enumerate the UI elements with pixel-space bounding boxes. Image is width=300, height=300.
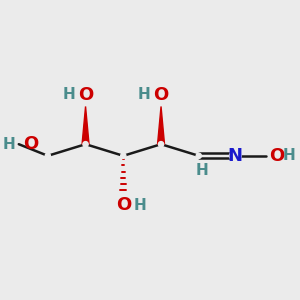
Text: H: H bbox=[134, 198, 146, 213]
Circle shape bbox=[196, 153, 201, 158]
Circle shape bbox=[83, 142, 88, 147]
Text: O: O bbox=[78, 85, 93, 103]
Circle shape bbox=[45, 153, 50, 158]
Text: H: H bbox=[138, 87, 151, 102]
Text: H: H bbox=[195, 163, 208, 178]
Text: O: O bbox=[270, 147, 285, 165]
Text: H: H bbox=[3, 137, 16, 152]
Text: O: O bbox=[116, 196, 131, 214]
Text: H: H bbox=[283, 148, 296, 163]
Text: N: N bbox=[228, 147, 243, 165]
Polygon shape bbox=[158, 106, 164, 144]
Circle shape bbox=[121, 153, 126, 158]
Circle shape bbox=[158, 142, 164, 147]
Polygon shape bbox=[82, 106, 89, 144]
Text: O: O bbox=[153, 85, 169, 103]
Text: H: H bbox=[62, 87, 75, 102]
Text: O: O bbox=[23, 135, 38, 153]
Circle shape bbox=[230, 150, 241, 162]
